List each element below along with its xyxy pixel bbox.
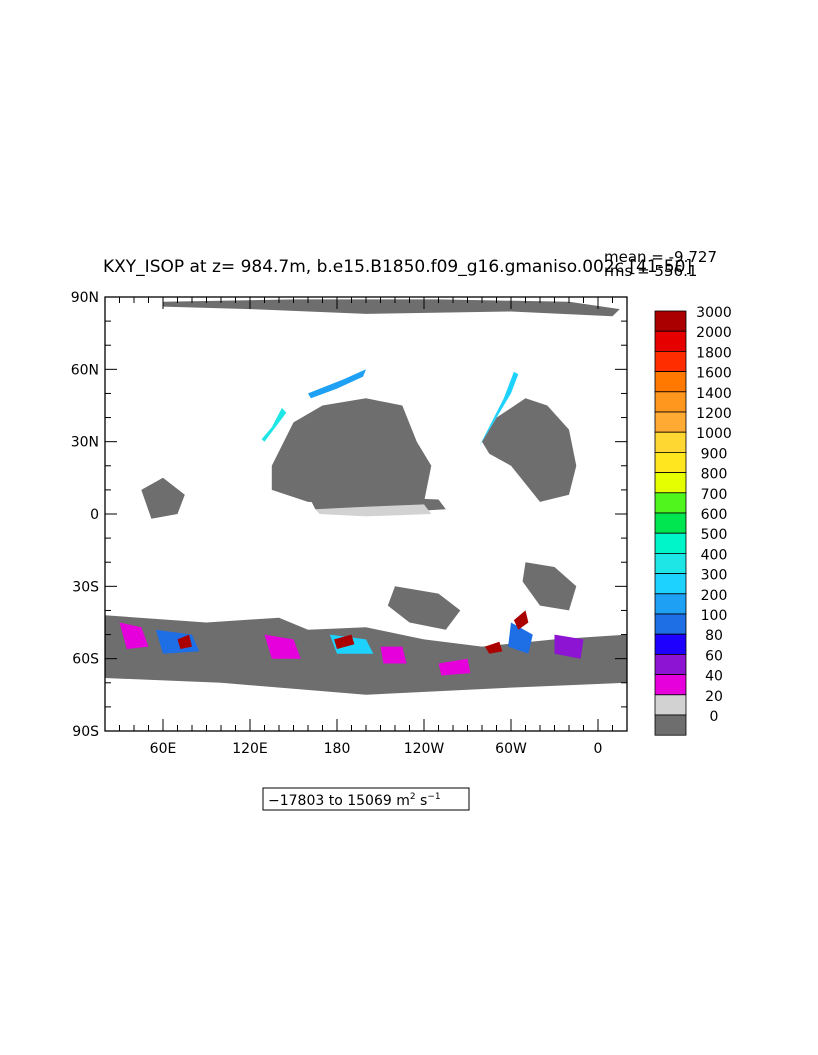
colorbar-label: 1200: [696, 406, 732, 422]
region-red-strip-d: [513, 610, 529, 630]
colorbar-label: 800: [701, 467, 728, 483]
colorbar-label: 20: [705, 689, 723, 705]
lat-tick-label: 90S: [72, 724, 99, 740]
colorbar-label: 1600: [696, 366, 732, 382]
region-red-strip-c: [484, 641, 503, 654]
colorbar-swatch: [654, 633, 687, 655]
colorbar-label: 60: [705, 648, 723, 664]
colorbar-label: 500: [701, 527, 728, 543]
colorbar-swatch: [654, 532, 687, 554]
lat-tick-label: 90N: [71, 290, 99, 306]
lon-tick-label: 0: [594, 741, 603, 757]
region-magenta-bits: [438, 658, 471, 676]
region-southern-ocean-west: [105, 615, 627, 695]
colorbar-label: 80: [705, 628, 723, 644]
region-south-atlantic: [522, 562, 577, 611]
colorbar-swatch: [654, 391, 687, 413]
colorbar-swatch: [654, 613, 687, 635]
colorbar-swatch: [654, 431, 687, 453]
region-so-mix-f: [508, 622, 533, 654]
lat-tick-label: 30N: [71, 435, 99, 451]
colorbar-swatch: [654, 694, 687, 716]
region-so-mix-g: [554, 634, 584, 659]
lat-tick-label: 60N: [71, 362, 99, 378]
chart-title: KXY_ISOP at z= 984.7m, b.e15.B1850.f09_g…: [103, 257, 692, 277]
lon-tick-label: 60W: [495, 741, 527, 757]
colorbar-swatch: [654, 371, 687, 393]
colorbar-label: 300: [701, 568, 728, 584]
colorbar: 3000200018001600140012001000900800700600…: [654, 305, 732, 736]
stats-mean: mean = -9.727: [604, 248, 717, 266]
lat-tick-label: 30S: [72, 579, 99, 595]
colorbar-swatch: [654, 674, 687, 696]
lat-tick-label: 60S: [72, 652, 99, 668]
colorbar-swatch: [654, 310, 687, 332]
region-south-pacific: [387, 586, 461, 630]
region-gulf-stream: [479, 371, 519, 447]
colorbar-label: 400: [701, 547, 728, 563]
region-pacific-equatorial-light: [315, 504, 432, 517]
colorbar-label: 40: [705, 669, 723, 685]
colorbar-swatch: [654, 593, 687, 615]
range-label-box: −17803 to 15069 m2 s−1: [262, 787, 470, 811]
region-red-strip-a: [334, 634, 355, 649]
colorbar-swatch: [654, 654, 687, 676]
colorbar-label: 900: [701, 446, 728, 462]
colorbar-swatch: [654, 472, 687, 494]
stats-rms: rms = 556.1: [604, 262, 697, 280]
lon-tick-label: 60E: [150, 741, 177, 757]
lon-tick-label: 120E: [232, 741, 268, 757]
map-panel: 90N 60N 30N 0 30S 60S 90S 60E 120E 180 120W 60W 0: [71, 290, 628, 757]
colorbar-label: 3000: [696, 305, 732, 321]
region-arctic: [163, 299, 620, 317]
colorbar-label: 2000: [696, 325, 732, 341]
region-alaska: [308, 369, 366, 399]
colorbar-label: 1000: [696, 426, 732, 442]
colorbar-swatch: [654, 330, 687, 352]
colorbar-swatch: [654, 714, 687, 736]
colorbar-label: 0: [710, 709, 719, 725]
colorbar-swatch: [654, 350, 687, 372]
colorbar-label: 100: [701, 608, 728, 624]
colorbar-swatch: [654, 451, 687, 473]
region-so-mix-c: [264, 634, 301, 659]
colorbar-swatch: [654, 512, 687, 534]
colorbar-swatch: [654, 553, 687, 575]
colorbar-label: 1400: [696, 386, 732, 402]
colorbar-swatch: [654, 573, 687, 595]
region-so-mix-a: [119, 622, 149, 649]
lat-tick-label: 0: [90, 507, 99, 523]
colorbar-swatch: [654, 411, 687, 433]
range-label: −17803 to 15069 m2 s−1: [268, 792, 441, 809]
colorbar-swatch: [654, 492, 687, 514]
lon-tick-label: 180: [324, 741, 351, 757]
region-atlantic-north: [482, 398, 577, 502]
colorbar-label: 600: [701, 507, 728, 523]
colorbar-label: 700: [701, 487, 728, 503]
region-pacific-subtropical-north: [271, 398, 432, 505]
region-red-strip-b: [177, 634, 192, 649]
region-so-mix-e: [380, 646, 407, 664]
lon-tick-label: 120W: [404, 741, 445, 757]
region-kuroshio: [261, 407, 287, 442]
colorbar-label: 200: [701, 588, 728, 604]
colorbar-label: 1800: [696, 345, 732, 361]
region-indian: [141, 477, 185, 519]
